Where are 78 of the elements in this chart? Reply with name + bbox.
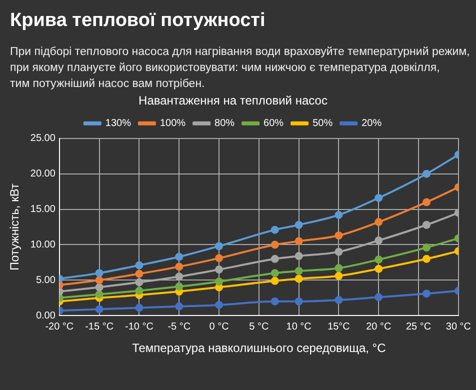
- point: [95, 269, 104, 278]
- point: [422, 170, 431, 178]
- x-tick-label: 5 °C: [249, 321, 269, 332]
- y-tick-label: 25.00: [30, 133, 56, 144]
- point: [215, 254, 224, 262]
- point: [374, 264, 383, 273]
- point: [374, 218, 383, 226]
- point: [374, 293, 383, 302]
- point: [334, 272, 343, 280]
- point: [175, 282, 184, 291]
- point: [95, 305, 104, 314]
- x-tick-label: 25 °C: [406, 321, 432, 332]
- point: [294, 252, 303, 260]
- legend-label: 130%: [105, 118, 132, 130]
- point: [175, 272, 184, 281]
- point: [422, 220, 431, 229]
- y-tick-label: 15.00: [30, 204, 56, 216]
- point: [270, 297, 279, 306]
- y-axis-title: Потужність, кВт: [8, 183, 22, 270]
- legend-label: 80%: [214, 118, 235, 130]
- x-tick-label: -10 °C: [125, 321, 154, 332]
- point: [294, 266, 303, 275]
- x-axis-title: Температура навколишнього середовища, °C: [132, 341, 386, 356]
- legend-label: 50%: [312, 118, 333, 130]
- x-tick-label: -5 °C: [168, 321, 191, 332]
- point: [334, 296, 343, 304]
- y-tick-label: 10.00: [30, 239, 56, 250]
- point: [175, 302, 184, 310]
- point: [374, 194, 383, 202]
- y-tick-label: 20.00: [30, 168, 56, 180]
- point: [334, 210, 343, 219]
- point: [294, 274, 303, 283]
- chart-subtitle: Крива теплової потужності: [10, 10, 266, 32]
- point: [334, 248, 343, 256]
- x-tick-label: 10 °C: [286, 321, 312, 332]
- legend-label: 60%: [264, 118, 284, 130]
- point: [422, 244, 431, 252]
- legend-label: 20%: [362, 118, 382, 130]
- point: [270, 269, 279, 278]
- point: [215, 278, 224, 286]
- point: [294, 297, 303, 306]
- legend-label: 100%: [160, 118, 186, 130]
- point: [95, 290, 104, 298]
- point: [422, 198, 431, 206]
- point: [294, 237, 303, 246]
- x-tick-label: 15°C: [328, 321, 350, 332]
- y-tick-label: 5.00: [36, 274, 56, 286]
- point: [95, 283, 104, 292]
- point: [135, 261, 144, 270]
- point: [422, 290, 431, 298]
- x-tick-label: 20 °C: [366, 321, 392, 332]
- point: [215, 242, 224, 250]
- point: [135, 278, 144, 286]
- y-tick-label: 0.00: [36, 310, 56, 322]
- point: [422, 254, 431, 263]
- point: [175, 262, 184, 271]
- point: [270, 276, 279, 285]
- x-tick-label: 0 °C: [209, 321, 229, 332]
- point: [175, 252, 184, 261]
- point: [135, 270, 144, 278]
- text: При підборі теплового насоса для нагрівання води враховуйте температурний режим, при якому плануєте його використовувати: чим нижчою є температура довкілля, тим потужніший насос вам потрібен.: [10, 45, 471, 92]
- point: [135, 304, 144, 312]
- point: [215, 266, 224, 274]
- point: [374, 256, 383, 264]
- point: [215, 300, 224, 309]
- point: [135, 286, 144, 295]
- point: [270, 254, 279, 263]
- chart-title: Навантаження на тепловий насос: [138, 94, 328, 108]
- point: [95, 276, 104, 284]
- point: [270, 240, 279, 249]
- point: [270, 226, 279, 234]
- x-tick-label: 30 °C: [446, 321, 471, 332]
- point: [374, 236, 383, 244]
- point: [334, 264, 343, 272]
- x-tick-label: -15 °C: [85, 321, 114, 332]
- point: [334, 232, 343, 240]
- x-tick-label: -20 °C: [45, 321, 74, 332]
- point: [294, 220, 303, 229]
